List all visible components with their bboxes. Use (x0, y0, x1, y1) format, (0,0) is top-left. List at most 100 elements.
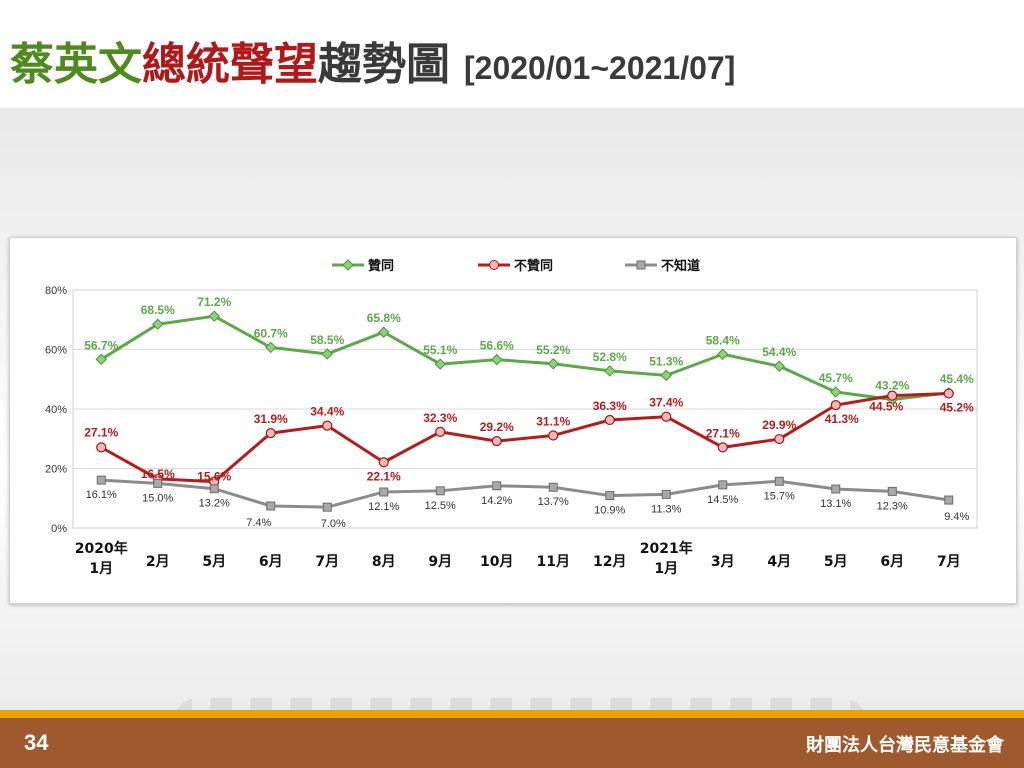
page-title: 蔡英文總統聲望趨勢圖 [2020/01~2021/07] (10, 28, 736, 90)
data-label: 14.2% (481, 495, 512, 507)
data-label: 55.1% (423, 343, 457, 357)
disapprove-point (717, 442, 728, 453)
data-label: 60.7% (254, 326, 288, 340)
disapprove-point (322, 420, 333, 431)
disapprove-point (491, 436, 502, 447)
title-approval: 總統聲望 (142, 39, 318, 90)
data-label: 9.4% (944, 511, 969, 523)
data-label: 14.5% (707, 494, 738, 506)
series-line-1 (100, 392, 949, 484)
y-tick-label: 40% (45, 404, 67, 416)
disapprove-point (548, 430, 559, 441)
data-label: 13.7% (538, 496, 569, 508)
x-tick-label: 1月 (654, 561, 678, 577)
data-label: 45.4% (940, 372, 974, 386)
approve-point (830, 386, 842, 398)
approve-point (378, 326, 390, 338)
unknown-point (322, 502, 332, 512)
data-label: 12.1% (368, 501, 399, 513)
data-label: 11.3% (651, 503, 682, 515)
approve-point (434, 358, 446, 370)
organization-name: 財團法人台灣民意基金會 (806, 735, 1004, 756)
data-label: 15.6% (197, 470, 231, 484)
approve-point (491, 353, 503, 366)
footer-bar: 34 財團法人台灣民意基金會 (0, 718, 1024, 768)
line-chart: 0% 20% 40% 60% 80% 2020年 1月 2月 5月 6月 7月 8月 9月 10月 11月 1… (45, 258, 978, 577)
approve-point (152, 318, 164, 330)
approve-point (547, 358, 559, 370)
data-label: 58.4% (706, 333, 740, 347)
legend-unknown-marker (636, 260, 646, 270)
data-label: 68.5% (141, 303, 175, 317)
data-label: 7.0% (321, 518, 346, 530)
unknown-point (605, 491, 615, 501)
data-label: 43.2% (875, 378, 909, 392)
x-tick-year-label: 2020年 (75, 540, 128, 557)
unknown-point (153, 478, 163, 488)
data-label: 41.3% (825, 412, 859, 426)
x-tick-label: 11月 (537, 554, 570, 570)
data-label: 56.6% (480, 339, 514, 353)
disapprove-point (661, 411, 672, 422)
data-label: 27.1% (84, 425, 118, 439)
unknown-point (774, 476, 784, 486)
data-label: 32.3% (423, 411, 457, 425)
x-tick-label: 5月 (824, 554, 848, 570)
legend-disapprove-marker (489, 260, 499, 270)
x-tick-label: 2月 (146, 554, 170, 570)
y-tick-label: 80% (45, 285, 67, 297)
data-label: 52.8% (593, 350, 627, 364)
data-label: 45.2% (940, 401, 974, 415)
data-label: 31.9% (254, 412, 288, 426)
legend-label: 不知道 (661, 258, 700, 274)
disapprove-point (378, 457, 389, 468)
data-label: 45.7% (819, 371, 853, 385)
approve-point (265, 341, 277, 354)
x-tick-label: 7月 (937, 554, 961, 570)
legend-label: 不贊同 (514, 258, 553, 274)
unknown-point (96, 475, 106, 485)
data-label: 65.8% (367, 311, 401, 325)
series-line-2 (101, 478, 949, 509)
data-label: 37.4% (649, 396, 683, 410)
unknown-point (944, 495, 954, 505)
legend-approve-marker (342, 259, 354, 271)
data-label: 12.3% (877, 500, 908, 512)
data-label: 22.1% (367, 469, 401, 483)
disapprove-point (943, 388, 954, 399)
disapprove-point (774, 433, 785, 445)
chart-panel: 0% 20% 40% 60% 80% 2020年 1月 2月 5月 6月 7月 8月 9月 10月 11月 1… (9, 237, 1017, 604)
approve-point (717, 348, 729, 360)
unknown-point (209, 484, 219, 494)
data-label: 15.0% (142, 492, 173, 504)
data-label: 16.1% (86, 489, 117, 501)
unknown-point (887, 486, 897, 496)
title-date-range: [2020/01~2021/07] (464, 50, 736, 86)
data-label: 31.1% (536, 414, 570, 428)
unknown-point (661, 489, 671, 499)
data-label: 27.1% (706, 426, 740, 440)
title-name: 蔡英文 (10, 39, 142, 90)
disapprove-point (887, 390, 898, 401)
x-tick-label: 5月 (202, 554, 226, 570)
approve-point (321, 348, 333, 360)
data-label: 44.5% (869, 400, 903, 414)
data-label: 16.5% (141, 467, 175, 481)
x-tick-label: 1月 (89, 561, 113, 577)
x-tick-year-label: 2021年 (640, 540, 693, 557)
x-tick-label: 6月 (259, 554, 283, 570)
x-tick-label: 6月 (880, 554, 904, 570)
approve-point (773, 360, 785, 372)
data-label: 34.4% (310, 405, 344, 419)
y-tick-label: 20% (45, 464, 67, 476)
unknown-point (492, 481, 502, 491)
unknown-point (435, 486, 445, 496)
data-label: 58.5% (310, 333, 344, 347)
disapprove-point (604, 414, 615, 426)
unknown-point (379, 487, 389, 497)
data-label: 13.1% (820, 498, 851, 510)
data-label: 12.5% (425, 500, 456, 512)
approve-point (660, 369, 672, 382)
unknown-point (548, 482, 558, 492)
x-tick-label: 7月 (315, 554, 339, 570)
